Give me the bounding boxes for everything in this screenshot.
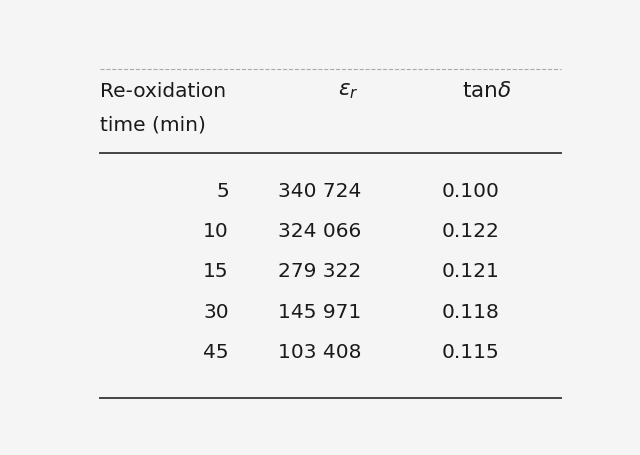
Text: 0.118: 0.118 [442, 303, 500, 322]
Text: 30: 30 [203, 303, 229, 322]
Text: $\varepsilon_{r}$: $\varepsilon_{r}$ [337, 81, 358, 101]
Text: 340 724: 340 724 [278, 182, 362, 201]
Text: 0.122: 0.122 [442, 222, 500, 241]
Text: 103 408: 103 408 [278, 343, 362, 362]
Text: 145 971: 145 971 [278, 303, 362, 322]
Text: 0.115: 0.115 [442, 343, 500, 362]
Text: 15: 15 [203, 263, 229, 281]
Text: 0.100: 0.100 [442, 182, 500, 201]
Text: Re-oxidation: Re-oxidation [100, 82, 226, 101]
Text: 45: 45 [203, 343, 229, 362]
Text: time (min): time (min) [100, 115, 205, 134]
Text: 0.121: 0.121 [442, 263, 500, 281]
Text: 279 322: 279 322 [278, 263, 362, 281]
Text: 10: 10 [203, 222, 229, 241]
Text: tan$\delta$: tan$\delta$ [462, 81, 511, 101]
Text: 5: 5 [216, 182, 229, 201]
Text: 324 066: 324 066 [278, 222, 362, 241]
